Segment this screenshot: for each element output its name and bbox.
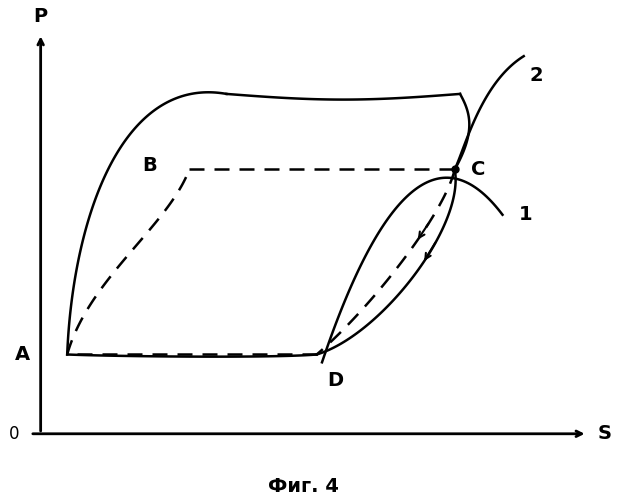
- Text: D: D: [327, 372, 344, 390]
- Text: C: C: [470, 160, 485, 179]
- Text: A: A: [15, 345, 30, 364]
- Text: 0: 0: [9, 425, 19, 443]
- Text: 1: 1: [519, 206, 532, 225]
- Text: Фиг. 4: Фиг. 4: [268, 476, 339, 496]
- Text: P: P: [33, 7, 48, 26]
- Text: B: B: [143, 156, 157, 175]
- Text: S: S: [598, 424, 612, 444]
- Text: 2: 2: [529, 66, 543, 84]
